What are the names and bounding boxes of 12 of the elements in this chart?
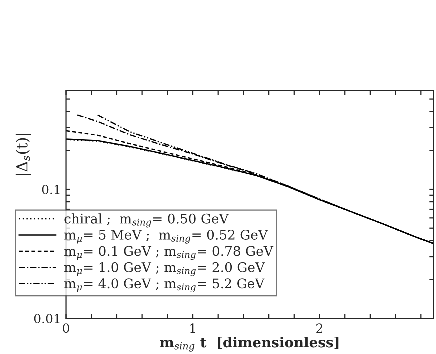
y-axis-title: |Δ$_{s}$(t)|: [16, 134, 32, 176]
legend-label: m$_{μ}$= 1.0 GeV ; m$_{sing}$= 2.0 GeV: [64, 262, 266, 276]
legend-label: chiral ; m$_{sing}$= 0.50 GeV: [64, 214, 230, 228]
legend-label: m$_{μ}$= 5 MeV ; m$_{sing}$= 0.52 GeV: [64, 230, 268, 244]
x-tick-label: 0: [63, 324, 70, 334]
y-tick-label: 0.1: [42, 184, 60, 194]
x-tick-label: 1: [190, 324, 196, 333]
legend-label: m$_{μ}$= 0.1 GeV ; m$_{sing}$= 0.78 GeV: [64, 246, 274, 260]
y-tick-label: 0.01: [34, 314, 60, 324]
x-axis-title: m$_{sing}$ t [dimensionless]: [160, 336, 339, 352]
legend-label: m$_{μ}$= 4.0 GeV ; m$_{sing}$= 5.2 GeV: [64, 278, 265, 293]
x-tick-label: 2: [316, 324, 323, 333]
